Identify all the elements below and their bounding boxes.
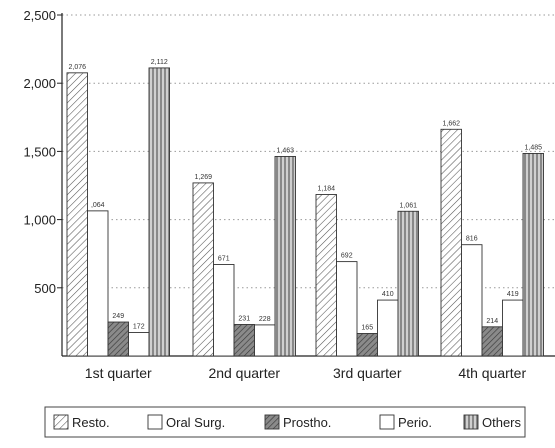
data-label: 172 — [133, 324, 145, 331]
bar-resto — [315, 194, 337, 357]
data-label: 249 — [112, 313, 124, 320]
data-label: 1,463 — [276, 147, 294, 154]
bar-perio — [377, 299, 399, 357]
legend-swatch — [463, 414, 479, 430]
data-label: 816 — [466, 236, 478, 243]
data-label: 692 — [341, 253, 353, 260]
bar-others — [274, 155, 296, 357]
legend-label: Resto. — [72, 415, 110, 430]
y-tick-label: 2,500 — [23, 8, 56, 23]
bar-oral-surg — [213, 264, 235, 357]
legend: Resto. Oral Surg. Prostho. Perio. Others — [44, 406, 526, 438]
bar-perio — [254, 324, 276, 357]
y-tick-label: 1,500 — [23, 144, 56, 159]
legend-swatch — [379, 414, 395, 430]
bar-resto — [66, 72, 88, 357]
y-tick-label: 500 — [34, 281, 56, 296]
bar-perio — [502, 299, 524, 357]
x-tick-label: 4th quarter — [458, 365, 526, 381]
data-label: ,064 — [91, 202, 105, 209]
data-label: 671 — [218, 255, 230, 262]
data-label: 1,269 — [194, 174, 212, 181]
bar-perio — [128, 332, 150, 357]
bar-oral-surg — [461, 244, 483, 357]
x-tick-label: 1st quarter — [85, 365, 152, 381]
bar-oral-surg — [336, 261, 358, 357]
data-label: 410 — [382, 291, 394, 298]
data-label: 214 — [486, 318, 498, 325]
legend-swatch — [264, 414, 280, 430]
legend-swatch — [147, 414, 163, 430]
labels: 2,076 ,064 249 172 2,112 1st quarter 1,269 671 2… — [68, 59, 542, 381]
bar-prostho — [233, 324, 255, 357]
x-tick-label: 3rd quarter — [333, 365, 402, 381]
legend-box — [44, 406, 526, 438]
data-label: 165 — [361, 324, 373, 331]
bar-prostho — [481, 326, 503, 357]
bar-prostho — [107, 321, 129, 357]
bar-others — [397, 210, 419, 357]
legend-label: Prostho. — [283, 415, 331, 430]
data-label: 1,184 — [317, 186, 335, 193]
data-label: 1,662 — [442, 120, 460, 127]
bar-oral-surg — [87, 210, 109, 357]
data-label: 1,485 — [524, 144, 542, 151]
legend-label: Others — [482, 415, 522, 430]
data-label: 419 — [507, 291, 519, 298]
y-tick-label: 1,000 — [23, 213, 56, 228]
data-label: 228 — [259, 316, 271, 323]
x-tick-label: 2nd quarter — [208, 365, 280, 381]
legend-swatch — [53, 414, 69, 430]
legend-label: Oral Surg. — [166, 415, 225, 430]
data-label: 2,076 — [68, 64, 86, 71]
bar-others — [148, 67, 170, 357]
data-label: 231 — [238, 315, 250, 322]
bars — [66, 67, 544, 357]
y-tick-label: 2,000 — [23, 76, 56, 91]
data-label: 2,112 — [151, 59, 168, 66]
bar-resto — [440, 128, 462, 357]
data-label: 1,061 — [399, 202, 417, 209]
bar-others — [522, 152, 544, 357]
bar-resto — [192, 182, 214, 357]
legend-label: Perio. — [398, 415, 432, 430]
bar-prostho — [356, 333, 378, 357]
axes: 500 1,000 1,500 2,000 2,500 — [23, 8, 555, 357]
